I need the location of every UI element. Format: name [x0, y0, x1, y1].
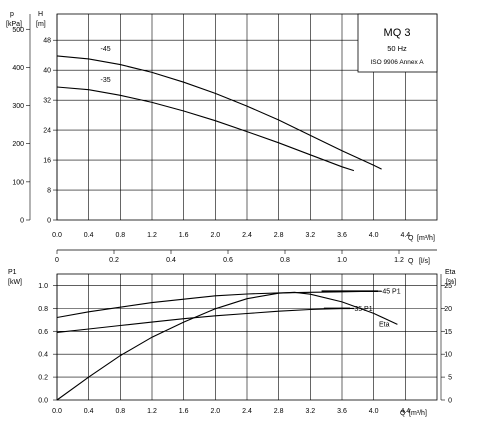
- info-box-standard: ISO 9906 Annex A: [370, 59, 424, 66]
- power-x-tick-label: 2.8: [274, 408, 284, 415]
- power-x-tick-label: 1.2: [147, 408, 157, 415]
- head-chart-curves: -45 -35: [56, 46, 382, 172]
- ls-tick-label: 0.6: [223, 257, 233, 264]
- efficiency-curve: [56, 291, 398, 401]
- head-x-tick-label: 0.0: [52, 232, 62, 239]
- head-curve-label: -45: [101, 46, 111, 53]
- pressure-tick-label: 0: [20, 218, 24, 225]
- head-tick-label: 16: [43, 158, 51, 165]
- head-x-tick-label: 0.8: [115, 232, 125, 239]
- ls-tick-label: 0.2: [109, 257, 119, 264]
- power-tick-label: 0.0: [38, 398, 48, 405]
- eta-tick-label: 10: [444, 352, 452, 359]
- pressure-axis-label: p: [10, 11, 14, 18]
- head-curve-label: -35: [101, 77, 111, 84]
- pressure-tick-label: 400: [12, 65, 24, 72]
- power-curve-label: -45 P1: [380, 289, 401, 296]
- power-x-tick-label: 0.0: [52, 408, 62, 415]
- power-x-tick-label: 2.0: [210, 408, 220, 415]
- eta-axis-label: Eta: [445, 269, 456, 276]
- ls-tick-label: 1.2: [394, 257, 404, 264]
- eta-tick-label: 0: [448, 398, 452, 405]
- ls-tick-label: 0.8: [280, 257, 290, 264]
- pressure-tick-label: 100: [12, 179, 24, 186]
- head-x-axis-unit: [m³/h]: [417, 235, 435, 242]
- power-tick-label: 0.2: [38, 375, 48, 382]
- eta-tick-label: 15: [444, 329, 452, 336]
- ls-axis-ticks: 0 0.2 0.4 0.6 0.8 1.0 1.2: [55, 250, 404, 264]
- eta-tick-label: 25: [444, 283, 452, 290]
- head-tick-label: 40: [43, 68, 51, 75]
- head-x-tick-label: 0.4: [84, 232, 94, 239]
- head-x-tick-label: 3.6: [337, 232, 347, 239]
- head-x-tick-label: 1.6: [179, 232, 189, 239]
- power-tick-label: 0.6: [38, 329, 48, 336]
- power-curve-35: [56, 307, 354, 333]
- ls-axis: 0 0.2 0.4 0.6 0.8 1.0 1.2 Q [l/s]: [55, 249, 437, 265]
- head-x-axis-title: Q [m³/h]: [408, 235, 435, 242]
- ls-axis-label: Q: [408, 258, 414, 265]
- power-x-tick-label: 0.8: [115, 408, 125, 415]
- power-tick-label: 1.0: [38, 283, 48, 290]
- head-x-tick-label: 2.4: [242, 232, 252, 239]
- power-curve-45: [56, 290, 382, 319]
- info-box-title: MQ 3: [384, 27, 411, 39]
- pressure-tick-label: 200: [12, 141, 24, 148]
- info-box-frame: [357, 13, 438, 73]
- power-chart-grid: 0.0 0.4 0.8 1.2 1.6 2.0 2.4 2.8 3.2 3.6 4.0 4.4 0.0 0…: [38, 274, 452, 415]
- head-axis-unit: [m]: [36, 21, 46, 28]
- head-x-tick-label: 1.2: [147, 232, 157, 239]
- head-tick-label: 48: [43, 38, 51, 45]
- power-x-tick-label: 3.6: [337, 408, 347, 415]
- head-chart: 0.0 0.4 0.8 1.2 1.6 2.0 2.4 2.8 3.2 3.6 4.0 4.4 0 8 16…: [6, 11, 438, 242]
- head-x-axis-label: Q: [408, 235, 414, 242]
- eta-axis-unit: [%]: [446, 279, 456, 286]
- power-x-axis-label: Q: [400, 410, 406, 417]
- head-tick-label: 0: [47, 218, 51, 225]
- power-chart: 0.0 0.4 0.8 1.2 1.6 2.0 2.4 2.8 3.2 3.6 4.0 4.4 0.0 0…: [8, 269, 456, 417]
- power-x-tick-label: 0.4: [84, 408, 94, 415]
- info-box-frequency: 50 Hz: [387, 44, 407, 53]
- power-x-tick-label: 3.2: [305, 408, 315, 415]
- power-tick-label: 0.4: [38, 352, 48, 359]
- power-x-axis-unit: [m³/h]: [409, 410, 427, 417]
- head-x-tick-label: 4.0: [369, 232, 379, 239]
- ls-axis-unit: [l/s]: [419, 258, 430, 265]
- head-tick-label: 8: [47, 188, 51, 195]
- pressure-tick-label: 500: [12, 27, 24, 34]
- pressure-axis-unit: [kPa]: [6, 21, 22, 28]
- power-x-axis-title: Q [m³/h]: [400, 410, 427, 417]
- power-x-tick-label: 4.4: [400, 408, 410, 415]
- power-curve-label: Eta: [379, 321, 390, 328]
- head-x-tick-label: 3.2: [305, 232, 315, 239]
- power-axis-unit: [kW]: [8, 279, 22, 286]
- head-axis-label: H: [38, 11, 43, 18]
- head-curve-45: [56, 55, 382, 170]
- eta-tick-label: 20: [444, 306, 452, 313]
- head-x-tick-label: 2.8: [274, 232, 284, 239]
- power-x-tick-label: 2.4: [242, 408, 252, 415]
- pressure-tick-label: 300: [12, 103, 24, 110]
- head-curve-35: [56, 86, 355, 172]
- head-x-tick-label: 4.4: [400, 232, 410, 239]
- eta-tick-label: 5: [448, 375, 452, 382]
- head-x-tick-label: 2.0: [210, 232, 220, 239]
- power-x-tick-label: 1.6: [179, 408, 189, 415]
- power-tick-label: 0.8: [38, 306, 48, 313]
- head-tick-label: 24: [43, 128, 51, 135]
- head-tick-label: 32: [43, 98, 51, 105]
- ls-tick-label: 0: [55, 257, 59, 264]
- power-axis-label: P1: [8, 269, 17, 276]
- ls-tick-label: 0.4: [166, 257, 176, 264]
- power-x-tick-label: 4.0: [369, 408, 379, 415]
- ls-tick-label: 1.0: [337, 257, 347, 264]
- info-box: MQ 3 50 Hz ISO 9906 Annex A: [357, 13, 438, 73]
